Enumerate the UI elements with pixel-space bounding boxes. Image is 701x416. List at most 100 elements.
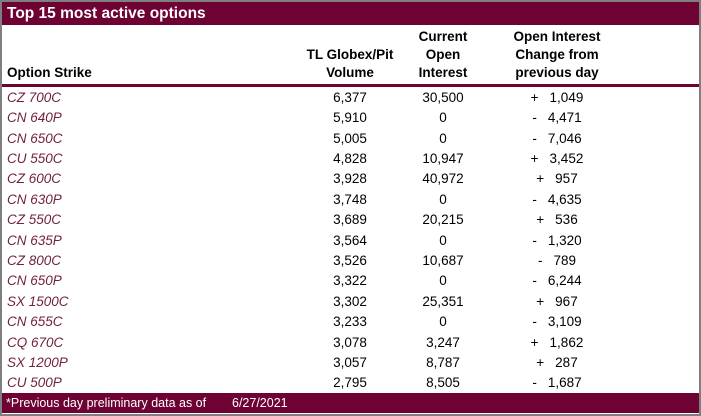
change-sign: - [532,375,537,391]
volume-value: 5,005 [333,130,367,146]
column-header-line: Open Interest [513,29,601,44]
volume-value: 3,564 [333,232,367,248]
oi-change-cell: - 1,320 [474,233,640,248]
change-sign: - [532,110,537,126]
table-row: CN 635P 3,564 0 - 1,320 [2,230,699,250]
change-sign: - [532,273,537,289]
volume-value: 6,377 [333,89,367,105]
open-interest-cell: 10,687 [412,253,474,268]
table-row: CZ 700C 6,377 30,500 + 1,049 [2,87,699,107]
open-interest-value: 0 [439,110,447,126]
option-strike-label: CZ 550C [7,212,62,228]
option-strike-label: CZ 600C [7,171,62,187]
open-interest-cell: 0 [412,314,474,329]
option-strike-label: CN 630P [7,191,62,207]
oi-change-cell: - 3,109 [474,314,640,329]
footer-note: *Previous day preliminary data as of [6,396,207,410]
option-strike-label: CN 635P [7,232,62,248]
change-value: 6,244 [547,273,582,289]
header-divider-rule [2,84,699,87]
change-sign: + [530,89,539,105]
option-strike-cell: CZ 550C [2,212,288,227]
table-row: CN 650C 5,005 0 - 7,046 [2,128,699,148]
report-title-bar: Top 15 most active options [2,2,699,25]
oi-change-cell: - 7,046 [474,131,640,146]
change-sign: - [532,130,537,146]
option-strike-label: CN 650P [7,273,62,289]
change-value: 1,687 [547,375,582,391]
option-strike-cell: CU 550C [2,151,288,166]
volume-value: 3,302 [333,293,367,309]
table-row: CU 500P 2,795 8,505 - 1,687 [2,373,699,393]
option-strike-cell: CN 630P [2,192,288,207]
volume-cell: 5,910 [288,110,412,125]
column-header-line: TL Globex/Pit [306,47,394,62]
volume-cell: 3,564 [288,233,412,248]
change-sign: - [537,252,543,268]
change-value: 287 [555,354,578,370]
table-row: CZ 800C 3,526 10,687 - 789 [2,250,699,270]
option-strike-label: CU 550C [7,150,63,166]
volume-value: 3,078 [333,334,367,350]
change-value: 967 [555,293,578,309]
oi-change-cell: + 1,049 [474,90,640,105]
open-interest-value: 0 [439,314,447,330]
oi-change-cell: - 6,244 [474,273,640,288]
volume-cell: 3,748 [288,192,412,207]
open-interest-value: 8,787 [426,354,460,370]
open-interest-cell: 0 [412,233,474,248]
change-value: 3,109 [547,314,582,330]
option-strike-cell: CN 650P [2,273,288,288]
volume-value: 3,322 [333,273,367,289]
open-interest-value: 20,215 [422,212,464,228]
column-header-line: Interest [418,65,468,80]
table-row: CZ 550C 3,689 20,215 + 536 [2,209,699,229]
volume-cell: 3,322 [288,273,412,288]
oi-change-cell: + 957 [474,171,640,186]
open-interest-cell: 0 [412,110,474,125]
volume-cell: 3,057 [288,355,412,370]
change-value: 1,049 [549,89,584,105]
option-strike-label: CN 640P [7,110,62,126]
table-row: CN 655C 3,233 0 - 3,109 [2,311,699,331]
oi-change-cell: + 287 [474,355,640,370]
table-row: CN 630P 3,748 0 - 4,635 [2,189,699,209]
change-value: 3,452 [549,150,584,166]
option-strike-cell: CQ 670C [2,335,288,350]
column-header-line: Volume [326,65,374,80]
header-spacer [640,25,699,84]
open-interest-value: 0 [439,191,447,207]
option-strike-cell: SX 1200P [2,355,288,370]
table-row: CU 550C 4,828 10,947 + 3,452 [2,148,699,168]
option-strike-cell: CN 640P [2,110,288,125]
open-interest-cell: 0 [412,273,474,288]
change-sign: - [532,232,537,248]
table-body: CZ 700C 6,377 30,500 + 1,049 CN 640P 5,9… [2,87,699,393]
open-interest-value: 0 [439,273,447,289]
volume-cell: 6,377 [288,90,412,105]
open-interest-value: 0 [439,232,447,248]
option-strike-cell: CN 650C [2,131,288,146]
change-sign: + [536,293,545,309]
volume-value: 2,795 [333,375,367,391]
volume-value: 3,233 [333,314,367,330]
volume-value: 5,910 [333,110,367,126]
option-strike-label: CU 500P [7,375,62,391]
open-interest-cell: 3,247 [412,335,474,350]
change-sign: - [532,314,537,330]
report-footer-bar: *Previous day preliminary data as of 6/2… [2,393,699,413]
volume-value: 3,689 [333,212,367,228]
option-strike-label: SX 1500C [7,293,69,309]
column-header-volume: TL Globex/Pit Volume [288,25,412,84]
column-header-option-strike: Option Strike [2,25,288,84]
change-value: 1,320 [547,232,582,248]
volume-cell: 2,795 [288,375,412,390]
open-interest-cell: 8,787 [412,355,474,370]
open-interest-cell: 8,505 [412,375,474,390]
option-strike-label: CZ 800C [7,252,62,268]
open-interest-value: 8,505 [426,375,460,391]
change-sign: + [536,354,545,370]
change-value: 957 [555,171,578,187]
change-value: 4,471 [547,110,582,126]
option-strike-cell: SX 1500C [2,294,288,309]
